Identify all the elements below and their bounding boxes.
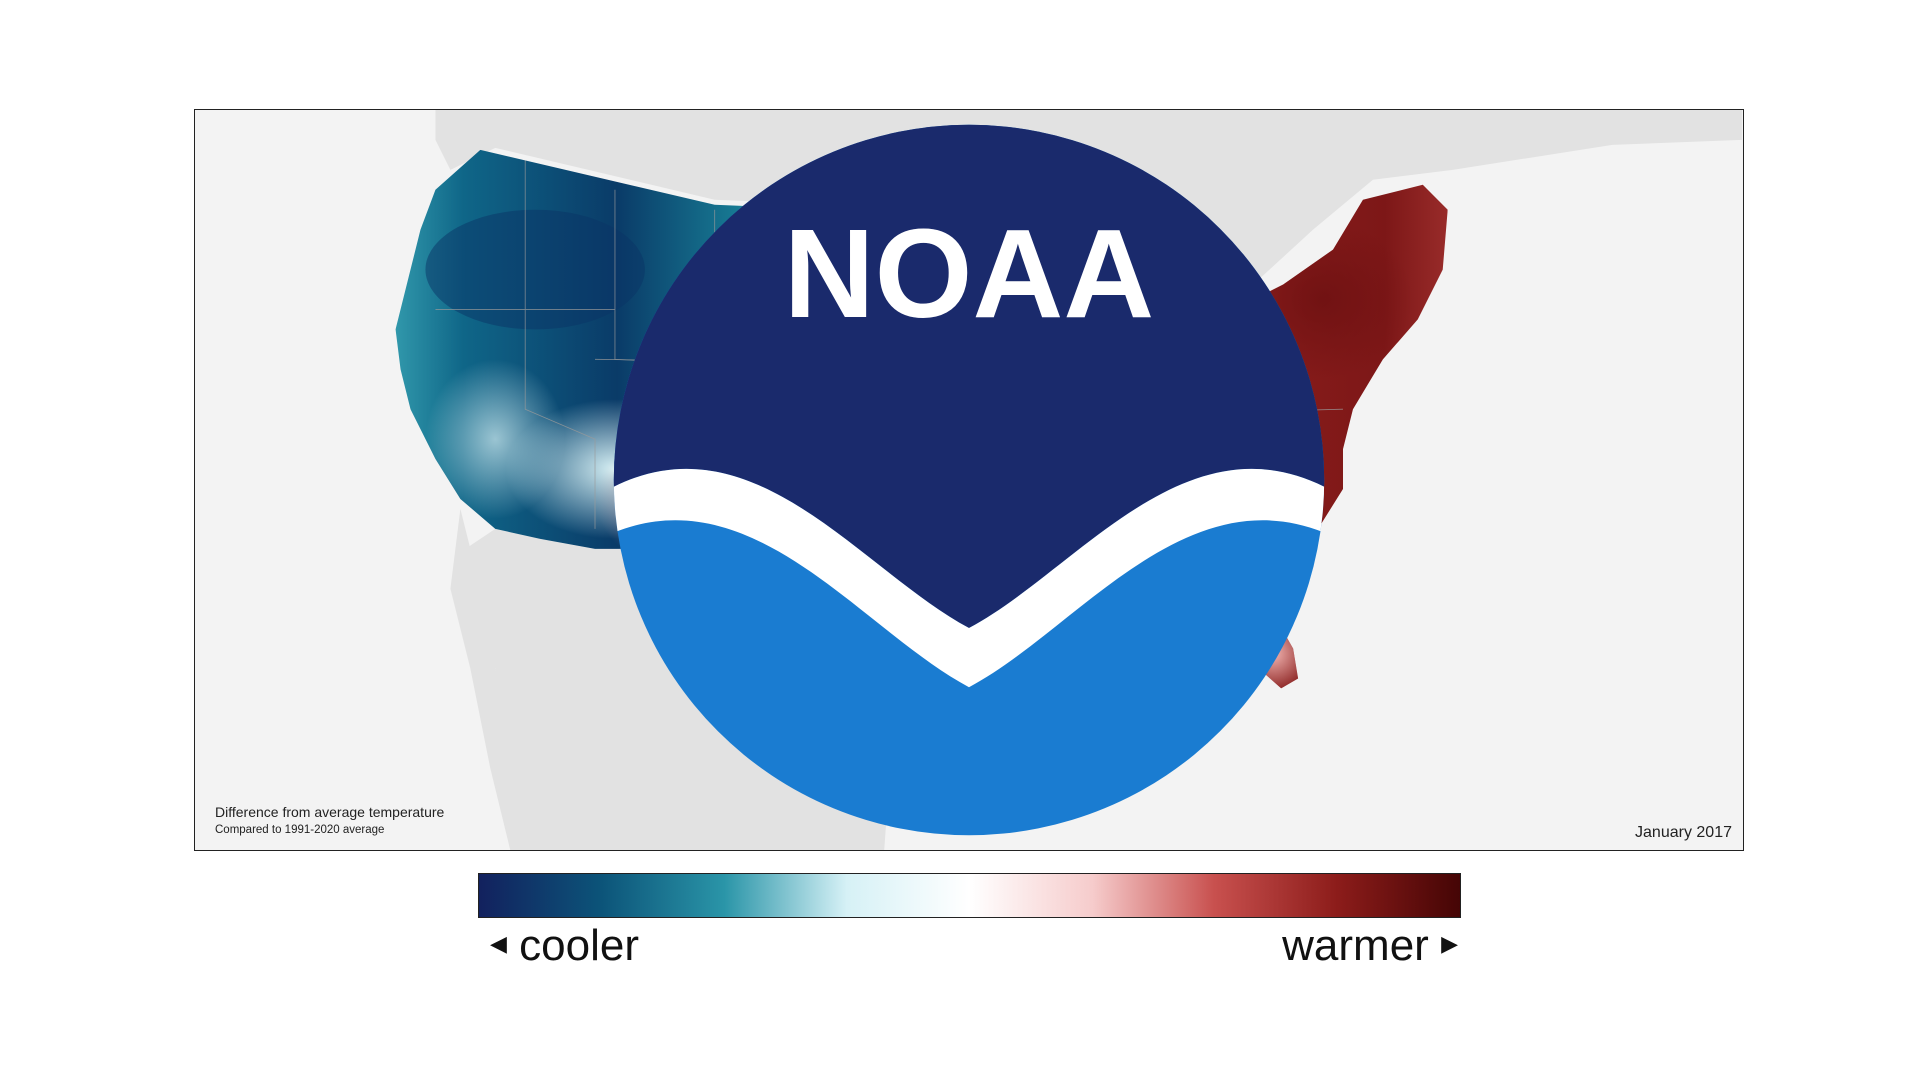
legend-cooler-label: cooler — [519, 921, 639, 970]
baja-landmass — [450, 508, 541, 850]
legend-cooler: ◀ cooler — [490, 918, 639, 976]
noaa-logo-text: NOAA — [784, 203, 1154, 344]
legend-warmer-label: warmer — [1282, 921, 1429, 970]
right-arrow-icon: ▶ — [1441, 931, 1458, 957]
map-caption-subtitle: Compared to 1991-2020 average — [215, 824, 385, 836]
legend-warmer: warmer ▶ — [1282, 918, 1458, 976]
noaa-logo-icon: NOAA — [613, 124, 1325, 836]
color-scale-bar — [478, 873, 1461, 918]
left-arrow-icon: ◀ — [490, 931, 507, 957]
map-date: January 2017 — [1635, 824, 1732, 841]
temperature-anomaly-map: Difference from average temperature Comp… — [194, 109, 1744, 851]
map-caption-title: Difference from average temperature — [215, 804, 445, 820]
